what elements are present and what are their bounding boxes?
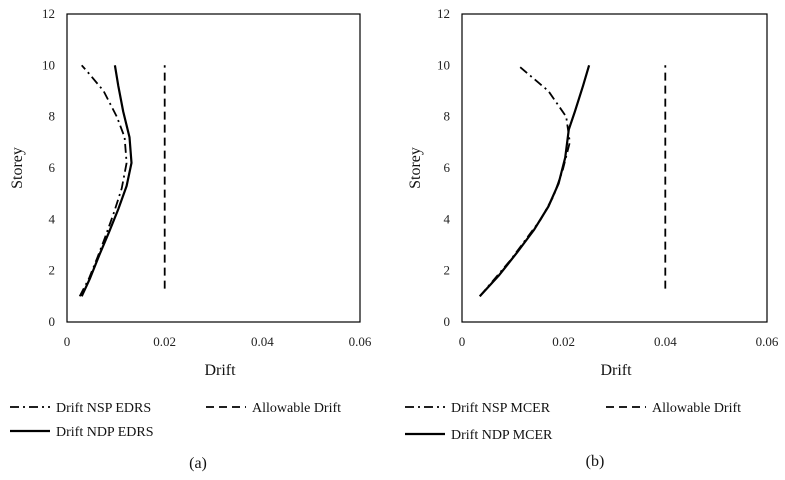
chart-0-legend-label: Allowable Drift <box>252 401 341 416</box>
chart-0-legend-label: Drift NDP EDRS <box>56 425 154 440</box>
chart-1-legend-label: Allowable Drift <box>652 401 741 416</box>
chart-1-y-tick-label: 8 <box>444 109 451 124</box>
chart-panel-a: 0 0.02 0.04 0.06 0 2 4 6 8 10 12 Drift Storey Drift N… <box>9 6 372 472</box>
chart-0-y-tick-label: 0 <box>49 314 56 329</box>
chart-0-legend-label: Drift NSP EDRS <box>56 401 151 416</box>
chart-1-series-drift-ndp-mcer <box>478 64 591 298</box>
chart-1-x-tick-label: 0.06 <box>756 334 779 349</box>
chart-1-x-tick-label: 0.02 <box>552 334 575 349</box>
chart-1-y-tick-label: 2 <box>444 263 451 278</box>
chart-0-series-drift-ndp-edrs <box>80 65 133 297</box>
chart-0-x-axis-label: Drift <box>204 362 236 379</box>
chart-1-y-tick-label: 0 <box>444 314 451 329</box>
chart-1-x-tick-label: 0.04 <box>654 334 677 349</box>
chart-0-y-tick-label: 12 <box>42 6 55 21</box>
chart-1-y-tick-label: 6 <box>444 160 451 175</box>
chart-1-y-axis-label: Storey <box>407 147 424 189</box>
chart-0-y-tick-label: 6 <box>49 160 56 175</box>
chart-1-x-axis-label: Drift <box>600 362 632 379</box>
chart-1-y-tick-label: 4 <box>444 211 451 226</box>
chart-0-y-tick-label: 2 <box>49 263 56 278</box>
chart-0-y-axis-label: Storey <box>9 147 26 189</box>
chart-0-series-drift-nsp-edrs <box>78 64 128 297</box>
chart-1-plot-frame <box>461 13 768 323</box>
chart-1-x-tick-label: 0 <box>459 334 466 349</box>
chart-0-x-tick-label: 0 <box>64 334 71 349</box>
chart-0-y-tick-label: 4 <box>49 211 56 226</box>
chart-0-x-tick-label: 0.06 <box>349 334 372 349</box>
chart-1-caption: (b) <box>586 453 605 470</box>
chart-0-x-tick-label: 0.02 <box>153 334 176 349</box>
chart-0-caption: (a) <box>189 455 207 472</box>
chart-0-y-tick-label: 8 <box>49 109 56 124</box>
chart-1-y-tick-label: 12 <box>437 6 450 21</box>
chart-0-plot-frame <box>66 13 361 323</box>
chart-1-legend-label: Drift NDP MCER <box>451 428 553 443</box>
chart-0-y-tick-label: 10 <box>42 57 55 72</box>
chart-1-legend-label: Drift NSP MCER <box>451 401 551 416</box>
chart-1-series-drift-nsp-mcer <box>479 64 571 297</box>
chart-panel-b: 0 0.02 0.04 0.06 0 2 4 6 8 10 12 Drift Storey Drift N… <box>405 6 779 470</box>
chart-1-y-tick-label: 10 <box>437 57 450 72</box>
chart-0-x-tick-label: 0.04 <box>251 334 274 349</box>
